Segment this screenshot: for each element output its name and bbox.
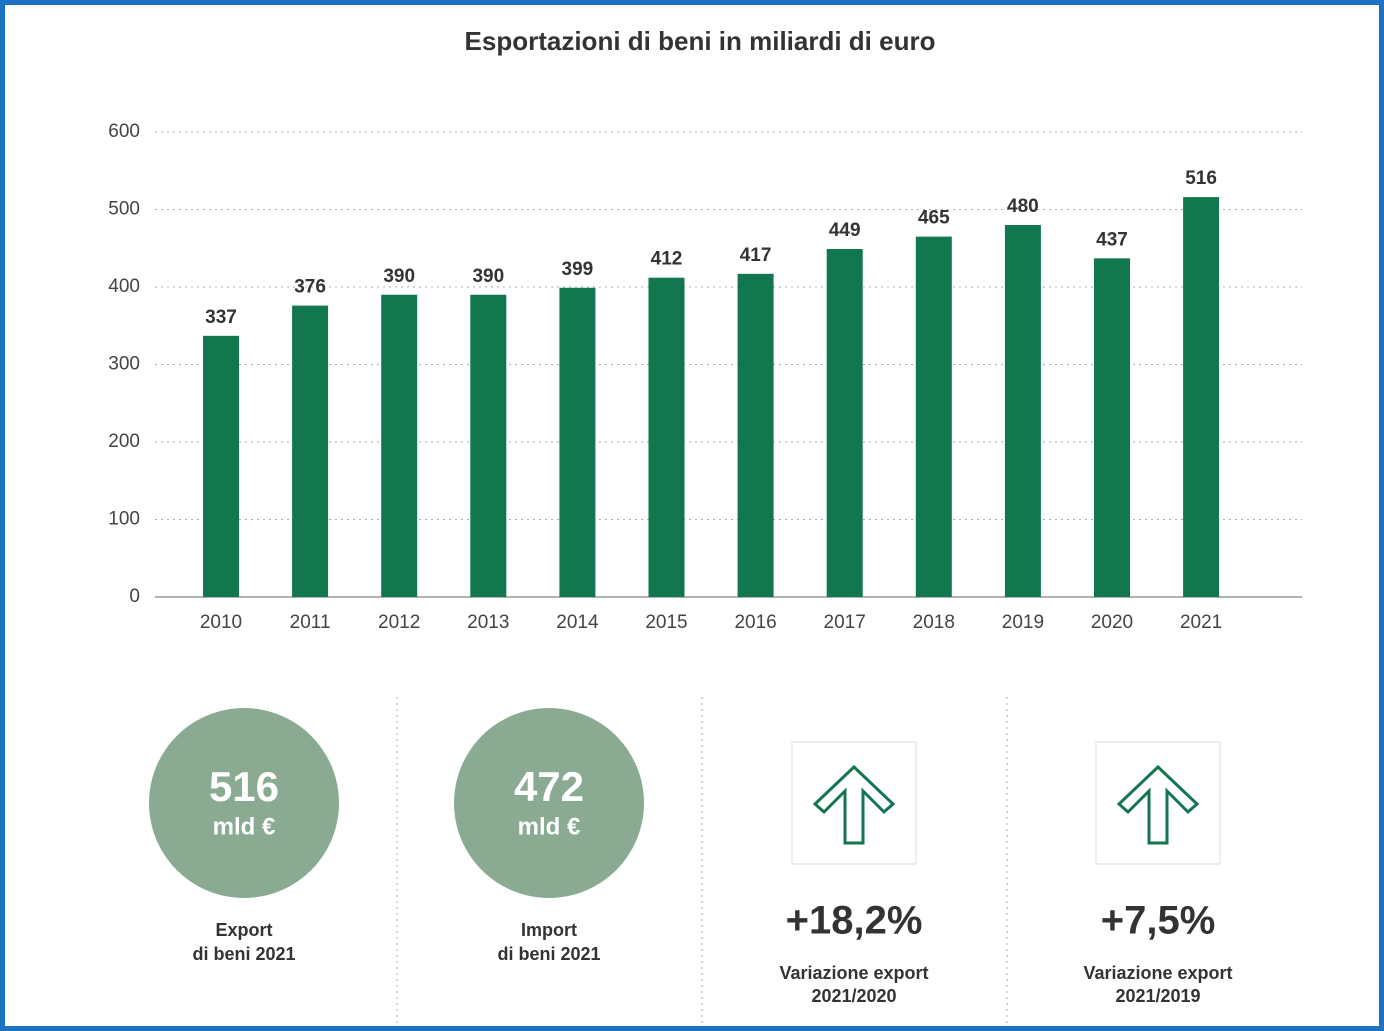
- change-label: Variazione export: [779, 963, 928, 983]
- x-tick-label: 2015: [645, 612, 687, 633]
- bar: [1094, 258, 1130, 597]
- y-tick-label: 600: [108, 121, 140, 142]
- change-value: +18,2%: [786, 899, 923, 943]
- bar: [915, 236, 952, 597]
- data-label: 480: [1007, 196, 1039, 217]
- y-tick-label: 500: [108, 199, 140, 220]
- bar: [648, 277, 685, 597]
- x-tick-label: 2011: [290, 612, 331, 633]
- stat-unit: mld €: [213, 813, 276, 840]
- arrow-up-icon: [1116, 764, 1200, 845]
- arrow-up-icon: [812, 764, 896, 845]
- bar: [826, 249, 863, 597]
- data-label: 376: [294, 277, 326, 298]
- bar: [1183, 197, 1220, 597]
- y-tick-label: 300: [108, 354, 140, 375]
- stat-unit: mld €: [518, 813, 581, 840]
- data-label: 399: [562, 259, 594, 280]
- bar: [292, 305, 329, 597]
- change-label: 2021/2019: [1115, 986, 1200, 1006]
- x-tick-label: 2012: [378, 612, 420, 633]
- bar: [559, 287, 596, 597]
- bar: [381, 294, 418, 597]
- bar: [203, 335, 239, 597]
- stat-label: di beni 2021: [497, 944, 600, 964]
- data-label: 390: [472, 266, 504, 287]
- bar: [1004, 225, 1041, 597]
- x-tick-label: 2010: [200, 612, 242, 633]
- stat-label: di beni 2021: [192, 944, 295, 964]
- x-tick-label: 2013: [467, 612, 509, 633]
- data-label: 337: [205, 307, 237, 328]
- y-tick-label: 400: [108, 276, 140, 297]
- x-tick-label: 2021: [1180, 612, 1222, 633]
- data-label: 465: [918, 208, 950, 229]
- stat-label: Import: [521, 920, 577, 940]
- data-label: 449: [829, 220, 861, 241]
- stat-value: 516: [209, 763, 279, 810]
- x-tick-label: 2020: [1091, 612, 1133, 633]
- data-label: 437: [1096, 229, 1128, 250]
- x-tick-label: 2019: [1002, 612, 1044, 633]
- data-label: 417: [740, 245, 772, 266]
- y-tick-label: 200: [108, 431, 140, 452]
- x-tick-label: 2018: [913, 612, 955, 633]
- data-label: 412: [651, 249, 683, 270]
- stat-circle: [454, 708, 644, 898]
- x-tick-label: 2014: [556, 612, 599, 633]
- stat-circle: [149, 708, 339, 898]
- change-label: 2021/2020: [811, 986, 896, 1006]
- data-label: 390: [383, 266, 415, 287]
- chart-title: Esportazioni di beni in miliardi di euro: [465, 26, 936, 56]
- stat-label: Export: [215, 920, 272, 940]
- bar: [470, 294, 507, 597]
- change-value: +7,5%: [1101, 899, 1216, 943]
- y-tick-label: 100: [108, 509, 140, 530]
- x-tick-label: 2016: [734, 612, 776, 633]
- y-tick-label: 0: [129, 586, 140, 607]
- data-label: 516: [1185, 168, 1217, 189]
- x-tick-label: 2017: [824, 612, 866, 633]
- change-label: Variazione export: [1083, 963, 1232, 983]
- bar: [737, 273, 774, 597]
- stat-value: 472: [514, 763, 584, 810]
